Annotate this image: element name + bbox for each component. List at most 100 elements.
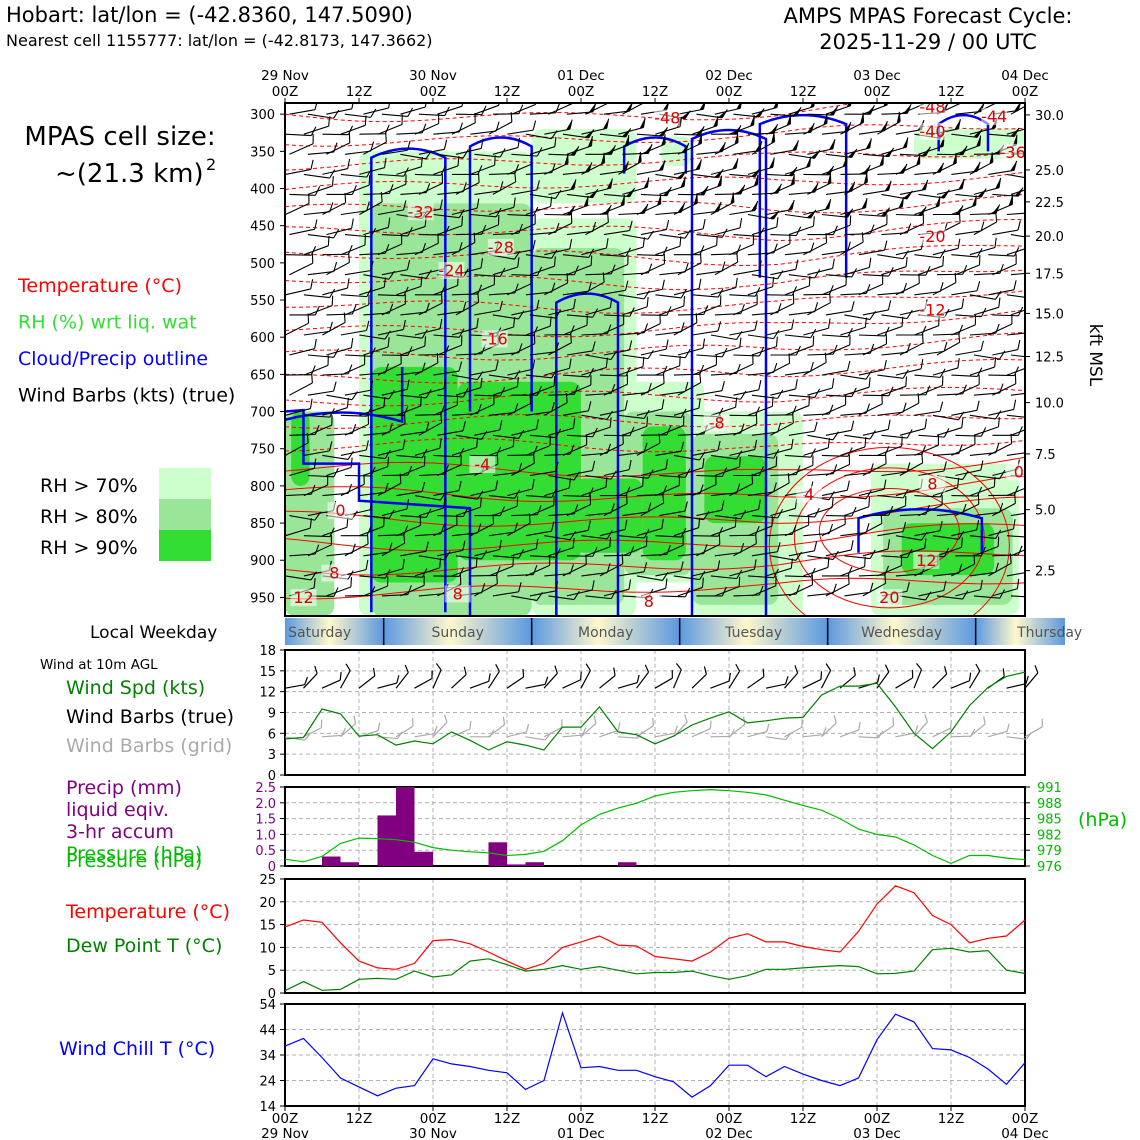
true-wind-barb	[948, 673, 973, 688]
wind-barb-feather	[981, 716, 989, 724]
wind-barb-feather	[697, 279, 703, 289]
wind-barb-shaft	[844, 507, 868, 516]
wind-barb-shaft	[955, 435, 981, 436]
weekday-label: Local Weekday	[90, 623, 217, 643]
wind-barb-shaft	[326, 109, 351, 114]
wind-barb-feather	[999, 264, 1003, 273]
true-wind-barb	[892, 670, 916, 688]
grid-wind-barb	[597, 722, 622, 736]
chart-canvas: MPAS cell size:~(21.3 km) 2Temperature (°…	[0, 0, 1140, 1140]
wind-barb-shaft	[937, 342, 960, 355]
wind-barb-shaft	[322, 735, 342, 736]
wind-barb	[285, 373, 316, 395]
wind-barb-shaft	[659, 235, 685, 239]
rh-legend-swatch	[159, 499, 211, 530]
wind-barb-feather	[867, 258, 873, 268]
wind-barb-shaft	[692, 331, 718, 335]
wind-barb	[789, 266, 820, 279]
true-wind-barb	[447, 667, 469, 688]
wind-barb	[1008, 177, 1039, 194]
wind-barb-feather	[741, 390, 746, 400]
wind-barb-feather	[704, 305, 708, 314]
wind-barb-feather	[765, 724, 771, 732]
wind-barb-shaft	[659, 355, 685, 358]
wind-barb	[1027, 578, 1058, 596]
rh-legend-label: RH > 80%	[40, 506, 138, 528]
wind-barb	[918, 426, 949, 437]
wind-barb-shaft	[785, 286, 809, 295]
wind-barb-shaft	[289, 349, 314, 355]
wind-barb-pennant	[641, 177, 651, 188]
wind-barb-shaft	[729, 245, 753, 255]
wind-barb-pennant	[1032, 144, 1040, 153]
wind-barb-shaft	[766, 363, 789, 375]
bottom-axis-hour-label: 12Z	[346, 1111, 372, 1127]
wind-barb-feather	[1055, 186, 1059, 195]
wind-barb-shaft	[822, 371, 848, 376]
wind-barb-shaft	[326, 314, 352, 315]
top-axis-day-label: 03 Dec	[853, 68, 901, 84]
wind-barb	[950, 401, 981, 416]
wind-barb	[929, 273, 960, 295]
height-tick-label: 22.5	[1035, 196, 1064, 211]
wind-barb-shaft	[844, 435, 870, 439]
wind-barb-shaft	[803, 735, 823, 737]
wind-barb-pennant	[1051, 186, 1059, 195]
wind-barb-feather	[720, 381, 726, 391]
wind-barb-shaft	[715, 228, 740, 235]
height-tick-label: 5.0	[1035, 504, 1056, 519]
bottom-axis-hour-label: 12Z	[642, 1111, 668, 1127]
wind-barb-shaft	[1011, 426, 1035, 435]
wind-barb	[324, 338, 355, 355]
wind-barb-feather	[907, 310, 912, 319]
wind-barb	[318, 193, 349, 215]
wind-barb-shaft	[933, 674, 947, 688]
wind-barb-feather	[753, 320, 759, 330]
wind-barb-shaft	[308, 391, 334, 395]
temp-contour-label: -8	[709, 413, 725, 432]
wind-barb-shaft	[1029, 383, 1052, 395]
wind-barb-shaft	[863, 310, 889, 315]
grid-wind-barb	[505, 724, 530, 737]
bottom-axis-hour-label: 00Z	[716, 1111, 742, 1127]
temp-contour-label: -32	[408, 202, 434, 221]
wind-barb-shaft	[863, 344, 887, 355]
wind-barb	[1025, 366, 1055, 376]
bottom-axis-day-label: 01 Dec	[557, 1126, 605, 1140]
wind-barb-shaft	[711, 681, 730, 688]
wind-barb-feather	[616, 722, 622, 730]
wind-barb-feather	[829, 491, 834, 501]
wind-barb-shaft	[822, 405, 846, 416]
wind-barb-feather	[309, 279, 315, 289]
wind-barb-shaft	[844, 234, 870, 235]
wind-barb-shaft	[692, 365, 716, 375]
wind-barb	[898, 419, 929, 435]
wind-barb	[1025, 246, 1055, 256]
wind-barb-shaft	[992, 230, 1018, 235]
wind-barb-shaft	[970, 367, 995, 375]
wind-barb-shaft	[896, 678, 913, 688]
wind-barb-feather	[851, 667, 859, 675]
bottom-axis-day-label: 04 Dec	[1001, 1126, 1049, 1140]
wind-barb-feather	[422, 124, 426, 133]
wind-barb-feather	[1052, 339, 1058, 349]
grid-wind-barb	[300, 720, 325, 737]
pressure-tick-label: 450	[250, 220, 275, 235]
wind-barb-feather	[757, 380, 763, 390]
wind-barb-shaft	[696, 186, 720, 195]
wind-barb	[752, 386, 783, 399]
wind-barb-shaft	[655, 678, 672, 688]
wind-barb-feather	[1032, 665, 1040, 673]
wind-barb-shaft	[437, 106, 462, 114]
wind-barb-shaft	[822, 670, 831, 688]
top-axis-hour-label: 00Z	[1012, 84, 1038, 100]
pressure-tick-label: 750	[250, 443, 275, 458]
wind-barb	[1025, 485, 1055, 496]
wind-barb	[985, 194, 1016, 214]
wind-barb-shaft	[896, 403, 919, 415]
pressure-tick-label: 991	[1037, 781, 1062, 796]
wind-barb-shaft	[289, 229, 314, 234]
wind-barb-feather	[760, 669, 767, 677]
pressure-legend-item: Pressure (hPa)	[66, 850, 202, 872]
wind-barb	[689, 236, 720, 255]
